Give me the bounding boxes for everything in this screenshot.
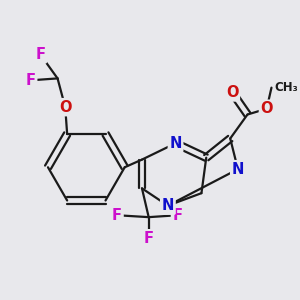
Text: F: F [26, 73, 36, 88]
Text: F: F [112, 208, 122, 223]
Text: F: F [144, 231, 154, 246]
Text: N: N [162, 198, 174, 213]
Text: O: O [260, 101, 273, 116]
Text: F: F [172, 208, 182, 223]
Text: F: F [35, 47, 45, 62]
Text: N: N [169, 136, 182, 151]
Text: N: N [232, 162, 244, 177]
Text: CH₃: CH₃ [274, 81, 298, 94]
Text: O: O [59, 100, 71, 115]
Text: O: O [226, 85, 239, 100]
